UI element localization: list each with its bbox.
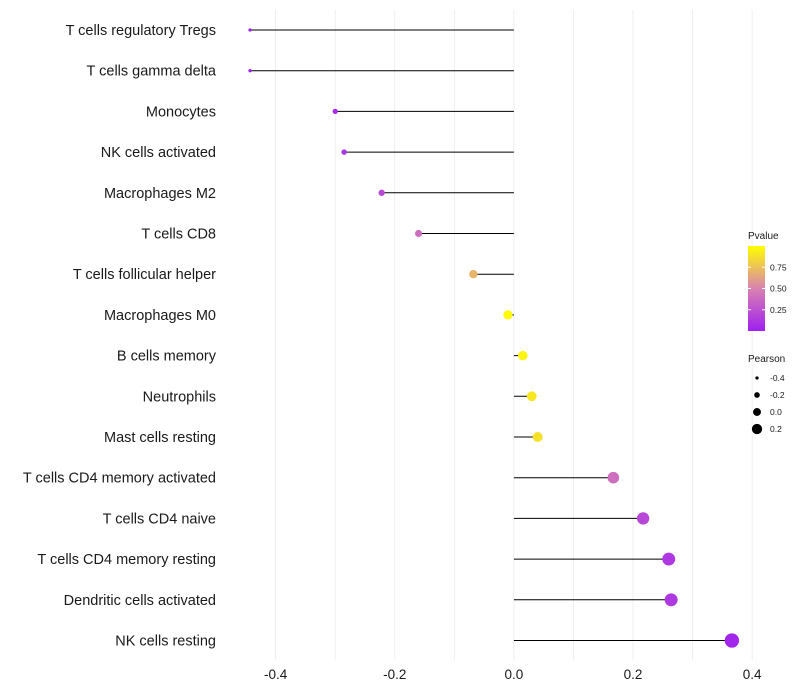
y-category-label: T cells CD8	[141, 227, 216, 243]
size-key-dot	[753, 408, 761, 416]
x-tick-label: -0.2	[383, 667, 406, 682]
y-category-label: Neutrophils	[143, 389, 216, 405]
colorbar-tick-label: 0.75	[770, 262, 787, 272]
lollipop-point	[636, 512, 650, 525]
size-key-dot	[754, 392, 760, 398]
lollipop-point	[532, 432, 543, 442]
y-category-label: T cells CD4 memory activated	[23, 471, 216, 487]
y-category-label: T cells CD4 memory resting	[37, 552, 216, 568]
size-key-label: -0.2	[770, 390, 785, 400]
lollipop-point	[724, 633, 740, 648]
x-axis-ticks: -0.4 -0.2 0.0 0.2 0.4	[264, 667, 762, 682]
size-key-dot	[755, 376, 759, 380]
pvalue-colorbar	[748, 246, 765, 331]
lollipop-point	[607, 471, 620, 484]
size-key-dot	[751, 423, 763, 435]
size-key-label: 0.2	[770, 424, 782, 434]
point-layer	[248, 28, 740, 648]
y-category-label: Macrophages M0	[104, 308, 216, 324]
pvalue-legend: Pvalue 0.75 0.50 0.25	[748, 231, 787, 331]
lollipop-point	[332, 108, 338, 115]
lollipop-point	[664, 593, 678, 607]
grid-layer	[275, 10, 753, 660]
colorbar-tick-label: 0.50	[770, 284, 787, 294]
segment-layer	[250, 29, 732, 641]
lollipop-point	[415, 229, 423, 238]
lollipop-point	[526, 391, 537, 402]
lollipop-point	[469, 269, 478, 279]
y-category-label: Monocytes	[146, 104, 216, 120]
x-tick-label: 0.0	[504, 667, 523, 682]
y-category-label: NK cells activated	[101, 145, 216, 161]
y-category-label: T cells follicular helper	[73, 267, 216, 283]
pearson-legend: Pearson -0.4 -0.2 0.0 0.2	[748, 354, 785, 435]
lollipop-point	[518, 350, 528, 361]
size-key-label: -0.4	[770, 373, 785, 383]
lollipop-point	[248, 69, 252, 73]
y-category-label: Macrophages M2	[104, 186, 216, 202]
x-tick-label: 0.2	[624, 667, 643, 682]
lollipop-point	[378, 189, 385, 196]
y-category-label: Dendritic cells activated	[64, 593, 216, 609]
y-category-label: B cells memory	[117, 349, 217, 365]
x-tick-label: 0.4	[743, 667, 762, 682]
y-category-label: T cells regulatory Tregs	[66, 23, 216, 39]
lollipop-point	[662, 552, 676, 566]
colorbar-tick-label: 0.25	[770, 305, 787, 315]
y-category-label: T cells gamma delta	[87, 64, 217, 80]
lollipop-point	[503, 310, 513, 320]
x-tick-label: -0.4	[264, 667, 288, 682]
y-category-label: T cells CD4 naive	[103, 511, 216, 527]
pearson-legend-title: Pearson	[748, 354, 785, 365]
size-key-label: 0.0	[770, 407, 782, 417]
y-category-label: Mast cells resting	[104, 430, 216, 446]
y-axis-labels: T cells regulatory Tregs T cells gamma de…	[23, 23, 217, 650]
lollipop-point	[248, 28, 252, 32]
pvalue-legend-title: Pvalue	[748, 231, 779, 242]
lollipop-point	[341, 149, 347, 155]
y-category-label: NK cells resting	[115, 634, 216, 650]
